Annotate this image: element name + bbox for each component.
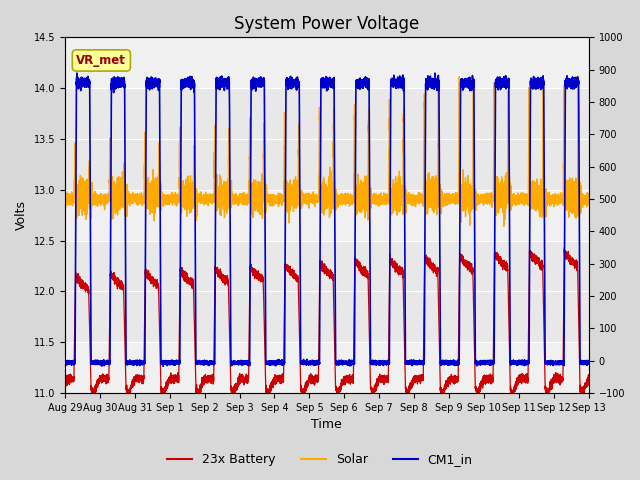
Y-axis label: Volts: Volts	[15, 200, 28, 230]
Title: System Power Voltage: System Power Voltage	[234, 15, 419, 33]
X-axis label: Time: Time	[312, 419, 342, 432]
Bar	[65, 88, 589, 190]
Bar	[65, 240, 589, 342]
Legend: 23x Battery, Solar, CM1_in: 23x Battery, Solar, CM1_in	[163, 448, 477, 471]
Text: VR_met: VR_met	[76, 54, 126, 67]
